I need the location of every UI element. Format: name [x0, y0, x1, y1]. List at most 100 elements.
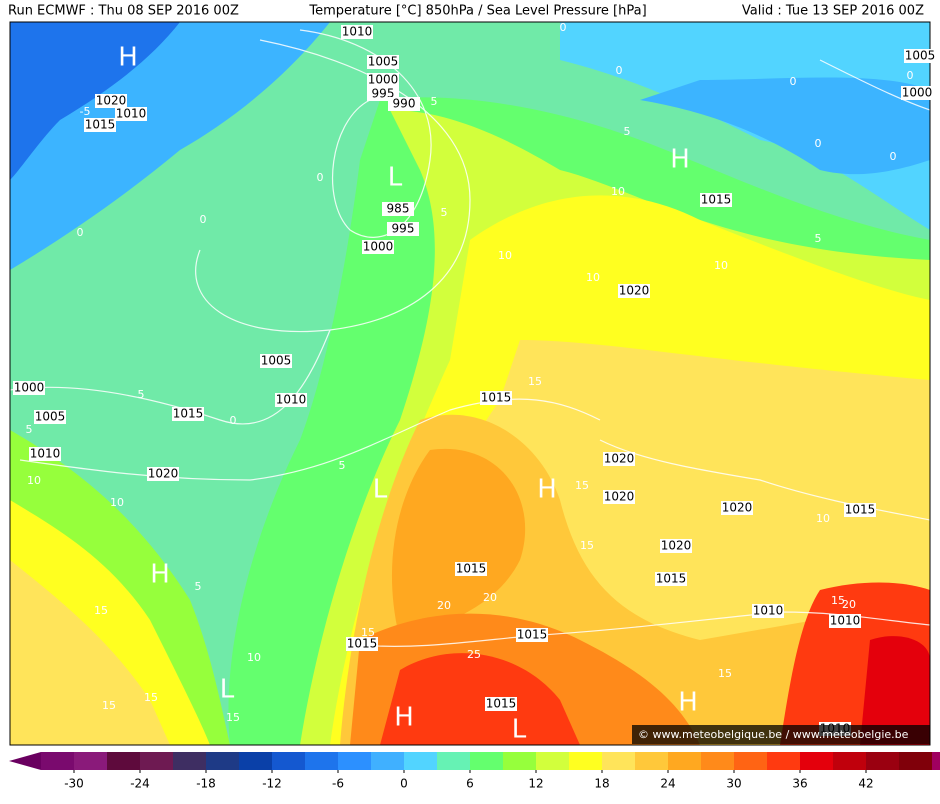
temperature-label: 15: [144, 691, 158, 704]
isobar-label: 1005: [35, 410, 66, 424]
colorbar-segment: [668, 752, 702, 770]
colorbar-segment: [404, 752, 438, 770]
temperature-label: 15: [361, 626, 375, 639]
colorbar-segment: [272, 752, 306, 770]
watermark-box: [632, 725, 930, 744]
temperature-label: 10: [586, 271, 600, 284]
isobar-label-box: [603, 490, 635, 504]
isobar-label: 1010: [30, 447, 61, 461]
isobar-label-box: [382, 202, 414, 216]
isobar-label-box: [480, 391, 512, 405]
temperature-label: -5: [80, 105, 91, 118]
pressure-center: H: [118, 43, 138, 73]
isobar-label: 1020: [661, 539, 692, 553]
isobar-label: 1010: [753, 604, 784, 618]
isobar-label-box: [147, 467, 179, 481]
colorbar-segment: [602, 752, 636, 770]
colorbar-segment: [305, 752, 339, 770]
temperature-label: 0: [317, 171, 324, 184]
colorbar-segment: [41, 752, 75, 770]
pressure-center: L: [373, 475, 388, 505]
colorbar-segment: [503, 752, 537, 770]
colorbar-segment: [701, 752, 735, 770]
colorbar-segment: [899, 752, 933, 770]
temperature-label: 5: [26, 423, 33, 436]
isobar-label: 1015: [517, 628, 548, 642]
isobar-label: 1020: [96, 94, 127, 108]
colorbar-segment: [734, 752, 768, 770]
temperature-label: 5: [138, 388, 145, 401]
colorbar-tick-label: 42: [858, 777, 873, 791]
temperature-label: 5: [195, 580, 202, 593]
isobar-label-box: [660, 539, 692, 553]
colorbar-segment: [866, 752, 900, 770]
colorbar-segment: [239, 752, 273, 770]
temperature-label: 10: [27, 474, 41, 487]
map-frame: [9, 21, 931, 746]
colorbar-segment: [536, 752, 570, 770]
colorbar-tick-label: 12: [528, 777, 543, 791]
temperature-label: 5: [441, 206, 448, 219]
isobar-label: 1010: [276, 393, 307, 407]
colorbar-segment: [371, 752, 405, 770]
temperature-label: 15: [102, 699, 116, 712]
colorbar-tick-label: 36: [792, 777, 807, 791]
isobar-label: 1020: [604, 452, 635, 466]
colorbar-segment: [338, 752, 372, 770]
isobar-label-box: [603, 452, 635, 466]
isobar-label-box: [275, 393, 307, 407]
colorbar-tick-label: 24: [660, 777, 675, 791]
isobar-label: 1015: [845, 503, 876, 517]
pressure-center: L: [512, 715, 527, 745]
pressure-center: L: [388, 163, 403, 193]
temperature-label: 0: [890, 150, 897, 163]
isobar-label-box: [95, 94, 127, 108]
colorbar-segment: [107, 752, 141, 770]
isobar-label: 1010: [116, 107, 147, 121]
isobar-label-box: [901, 86, 933, 100]
colorbar-tick-label: 18: [594, 777, 609, 791]
isobar-label-box: [29, 447, 61, 461]
temperature-label: 20: [437, 599, 451, 612]
temperature-label: 5: [339, 459, 346, 472]
isobar-label-box: [34, 410, 66, 424]
isobar-label: 1015: [701, 193, 732, 207]
colorbar-segment: [833, 752, 867, 770]
map-title: Temperature [°C] 850hPa / Sea Level Pres…: [308, 4, 646, 19]
pressure-center: H: [537, 475, 557, 505]
temperature-label: 25: [467, 648, 481, 661]
isobar-label-box: [13, 381, 45, 395]
colorbar-segment: [470, 752, 504, 770]
isobar-label: 995: [392, 222, 415, 236]
temperature-label: 20: [842, 598, 856, 611]
pressure-center: H: [670, 145, 690, 175]
temperature-label: 15: [528, 375, 542, 388]
colorbar-tick-label: 30: [726, 777, 741, 791]
colorbar-tick-label: 0: [400, 777, 408, 791]
isobar-label-box: [752, 604, 784, 618]
isobar-label: 1005: [905, 49, 936, 63]
isobar-label: 1020: [604, 490, 635, 504]
colorbar-arrow: [9, 752, 41, 770]
colorbar-segment: [206, 752, 240, 770]
colorbar-tick-label: -18: [196, 777, 216, 791]
isobar-label-box: [829, 614, 861, 628]
isobar-label-box: [844, 503, 876, 517]
colorbar-segment: [140, 752, 174, 770]
isobar-label-box: [485, 697, 517, 711]
temperature-label: 0: [560, 21, 567, 34]
isobar-label: 1020: [722, 501, 753, 515]
colorbar-segment: [173, 752, 207, 770]
isobar-label-box: [618, 284, 650, 298]
pressure-center: H: [394, 703, 414, 733]
colorbar-tick-label: 6: [466, 777, 474, 791]
temperature-label: 10: [498, 249, 512, 262]
temperature-label: 5: [624, 125, 631, 138]
temperature-label: 15: [226, 711, 240, 724]
isobar-label-box: [84, 118, 116, 132]
isobar-label: 1000: [14, 381, 45, 395]
isobar-label: 1005: [368, 55, 399, 69]
isobar-label: 1020: [619, 284, 650, 298]
isobar-label: 1000: [363, 240, 394, 254]
pressure-center: L: [220, 675, 235, 705]
